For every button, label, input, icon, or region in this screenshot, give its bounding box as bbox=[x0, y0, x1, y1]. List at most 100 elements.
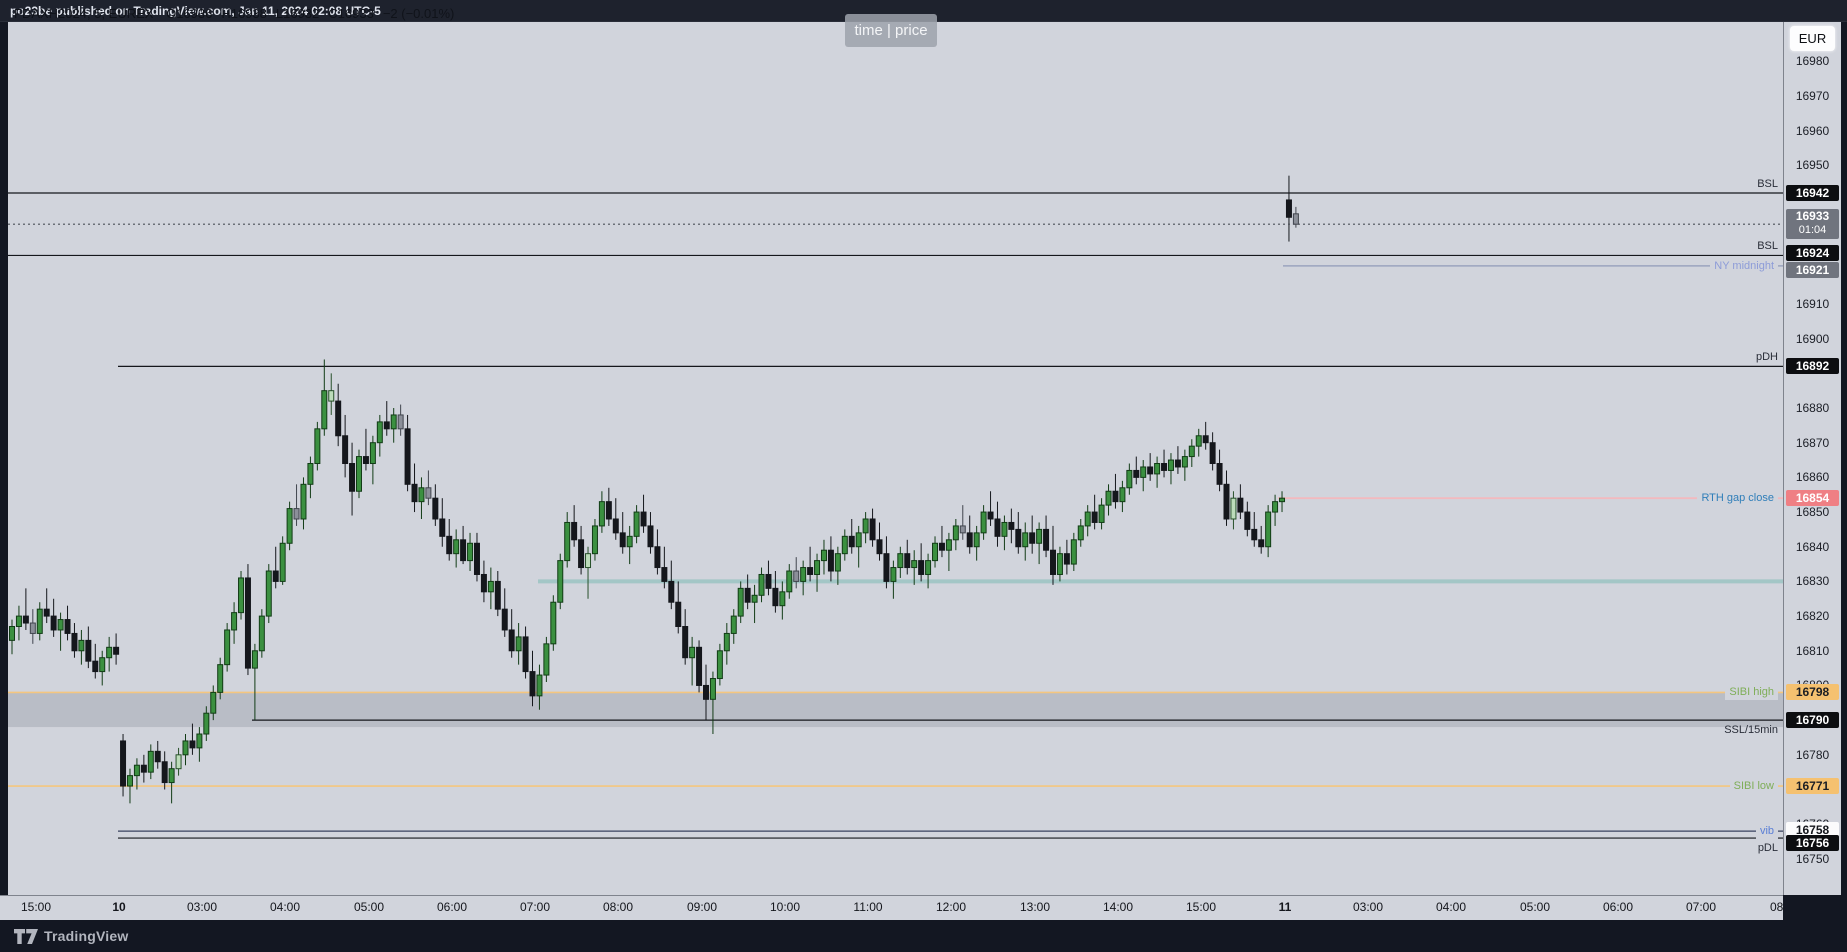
candle bbox=[57, 612, 64, 651]
candle bbox=[1223, 470, 1230, 526]
candle bbox=[619, 512, 626, 554]
time-label-08:00: 08:00 bbox=[1769, 900, 1783, 914]
candle bbox=[362, 428, 369, 471]
candle bbox=[661, 546, 668, 589]
candle bbox=[1272, 494, 1279, 526]
candle bbox=[786, 564, 793, 599]
candle bbox=[258, 609, 265, 658]
candle bbox=[1077, 518, 1084, 547]
currency-button[interactable]: EUR bbox=[1790, 26, 1835, 51]
candle bbox=[591, 518, 598, 561]
candle bbox=[564, 512, 571, 568]
candle bbox=[793, 557, 800, 589]
candle bbox=[1279, 491, 1286, 513]
ohlc-value: H16938 bbox=[221, 6, 267, 21]
candle bbox=[446, 518, 453, 561]
price-tick-16860: 16860 bbox=[1795, 470, 1830, 485]
time-label-06:00: 06:00 bbox=[1602, 900, 1634, 914]
candle bbox=[1285, 175, 1292, 242]
candle bbox=[890, 560, 897, 599]
candle bbox=[980, 505, 987, 540]
tradingview-logo-icon[interactable] bbox=[14, 928, 38, 944]
candle bbox=[814, 553, 821, 592]
candle bbox=[272, 546, 279, 589]
candle bbox=[432, 484, 439, 526]
candle bbox=[36, 602, 43, 641]
chart-plot-area[interactable] bbox=[8, 22, 1783, 895]
price-tick-16820: 16820 bbox=[1795, 609, 1830, 624]
candle bbox=[106, 636, 113, 672]
price-tick-16910: 16910 bbox=[1795, 296, 1830, 311]
candle bbox=[1216, 449, 1223, 492]
candle bbox=[1174, 446, 1181, 474]
ohlc-value: L16932 bbox=[275, 6, 320, 21]
candle bbox=[904, 539, 911, 575]
price-tick-16840: 16840 bbox=[1795, 539, 1830, 554]
candle bbox=[1154, 456, 1161, 488]
candle bbox=[800, 560, 807, 596]
candle bbox=[203, 706, 210, 741]
candle bbox=[307, 456, 314, 499]
time-label-15:00: 15:00 bbox=[20, 900, 52, 914]
time-label-04:00: 04:00 bbox=[1435, 900, 1467, 914]
time-label-15:00: 15:00 bbox=[1185, 900, 1217, 914]
ny-midnight-line-badge: 16921 bbox=[1786, 261, 1839, 278]
candle bbox=[973, 525, 980, 561]
candle bbox=[709, 671, 716, 735]
ohlc-value: −2 (−0.01%) bbox=[382, 6, 455, 21]
candle bbox=[1105, 484, 1112, 516]
candle bbox=[439, 498, 446, 547]
candle bbox=[71, 623, 78, 658]
candle bbox=[460, 525, 467, 565]
candle bbox=[696, 640, 703, 693]
candle bbox=[321, 359, 328, 436]
candle bbox=[1050, 525, 1056, 585]
ohlc-value: O16936 bbox=[166, 6, 213, 21]
candle bbox=[925, 553, 932, 589]
price-axis[interactable]: EUR 16980 16970 16960 16950 16910 16900 16880 1… bbox=[1783, 22, 1841, 895]
candle bbox=[1084, 505, 1091, 537]
price-tick-16880: 16880 bbox=[1795, 401, 1830, 416]
candle bbox=[612, 498, 619, 540]
candle bbox=[210, 685, 217, 721]
candle bbox=[585, 546, 592, 599]
candle bbox=[99, 650, 106, 686]
candle bbox=[487, 567, 494, 610]
candle bbox=[668, 560, 675, 610]
candle bbox=[820, 539, 827, 575]
time-price-watermark-button[interactable]: time | price bbox=[845, 14, 937, 47]
price-tick-16980: 16980 bbox=[1795, 54, 1830, 69]
time-label-07:00: 07:00 bbox=[1685, 900, 1717, 914]
candle bbox=[9, 619, 15, 655]
sibi-high-line-badge: 16798 bbox=[1786, 684, 1839, 701]
candle bbox=[827, 536, 834, 582]
candle bbox=[987, 491, 994, 526]
time-label-13:00: 13:00 bbox=[1019, 900, 1051, 914]
candle bbox=[126, 768, 133, 804]
tradingview-brand-text[interactable]: TradingView bbox=[44, 928, 129, 944]
candle bbox=[626, 525, 633, 565]
candle bbox=[356, 449, 362, 499]
price-tick-16780: 16780 bbox=[1795, 747, 1830, 762]
candle bbox=[411, 463, 418, 513]
candle bbox=[182, 734, 189, 766]
last-price-badge: 16933 01:04 bbox=[1786, 209, 1839, 240]
candle bbox=[751, 584, 758, 624]
candle bbox=[231, 602, 238, 644]
candle bbox=[1181, 449, 1188, 481]
bsl-upper-line-badge: 16942 bbox=[1786, 185, 1839, 201]
candle bbox=[1056, 546, 1063, 582]
candle bbox=[1195, 428, 1202, 457]
candle bbox=[328, 373, 335, 415]
candle bbox=[1258, 525, 1265, 554]
candle bbox=[64, 605, 71, 641]
pdh-line-badge: 16892 bbox=[1786, 358, 1839, 375]
symbol-legend[interactable]: FDAXH2024, 5, EUREX O16936 H16938 L16932 C1… bbox=[14, 6, 472, 21]
pdl-line-badge: 16756 bbox=[1786, 835, 1839, 852]
candle bbox=[723, 623, 730, 665]
time-label-14:00: 14:00 bbox=[1102, 900, 1134, 914]
time-axis[interactable]: 15:00 10 03:00 04:00 05:00 06:00 07:00 08:00 09:… bbox=[0, 895, 1783, 920]
candle bbox=[772, 571, 779, 613]
candle bbox=[251, 643, 258, 721]
